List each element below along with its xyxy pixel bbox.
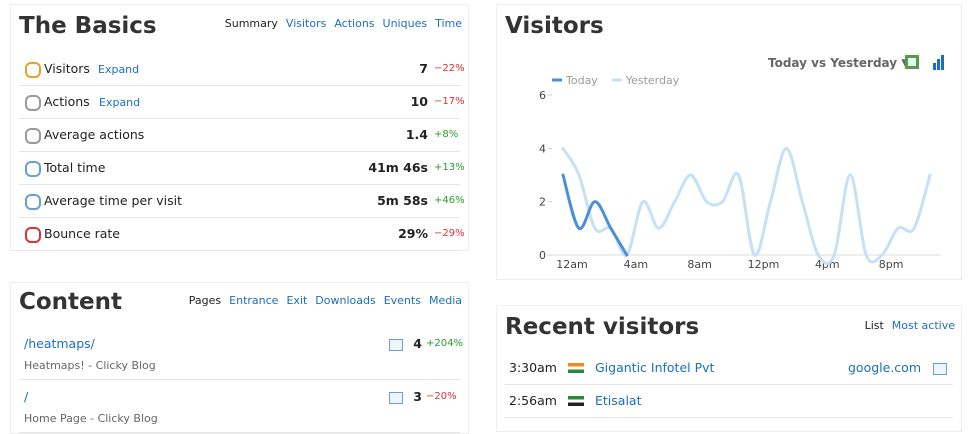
tab[interactable]: Visitors <box>285 17 327 30</box>
tab[interactable]: Most active <box>891 319 955 332</box>
tabs: Summary Visitors Actions Uniques Time <box>217 17 462 30</box>
tab[interactable]: Entrance <box>229 294 279 307</box>
tabs: Pages Entrance Exit Downloads Events Media <box>181 294 462 307</box>
change: −20% <box>426 391 457 402</box>
value: 10 <box>410 94 428 109</box>
bar-icon <box>937 59 940 70</box>
tab[interactable]: Actions <box>334 17 375 30</box>
content-row: / Home Page - Clicky Blog 3 −20% <box>19 379 460 433</box>
x-tick-label: 12am <box>556 258 587 271</box>
time: 3:30am <box>509 360 557 375</box>
referrer[interactable]: google.com <box>848 360 921 375</box>
page-link[interactable]: / <box>24 389 29 404</box>
change: +46% <box>434 195 465 206</box>
x-tick-label: 4am <box>624 258 648 271</box>
panel-title: Content <box>19 289 123 315</box>
popout-icon[interactable] <box>933 363 947 375</box>
icon <box>25 95 41 111</box>
y-tick-label: 0 <box>539 249 546 262</box>
tab[interactable]: Pages <box>188 294 222 307</box>
tab[interactable]: Exit <box>286 294 308 307</box>
time: 2:56am <box>509 393 557 408</box>
panel-title: Visitors <box>505 13 604 39</box>
label: Visitors <box>44 61 90 76</box>
tab[interactable]: Summary <box>224 17 278 30</box>
x-tick-label: 8am <box>687 258 711 271</box>
popout-icon[interactable] <box>389 339 403 351</box>
x-tick-label: 8pm <box>879 258 904 271</box>
change: +204% <box>426 338 463 349</box>
tab[interactable]: Time <box>435 17 462 30</box>
change: −17% <box>434 96 465 107</box>
tab[interactable]: List <box>864 319 884 332</box>
visitor-row: 3:30am Gigantic Infotel Pvt google.com <box>505 351 953 385</box>
change: −29% <box>434 228 465 239</box>
label: Average time per visit <box>44 193 183 208</box>
compare-dropdown[interactable]: Today vs Yesterday ▼ <box>768 56 911 70</box>
icon <box>25 194 41 210</box>
series-line <box>561 173 629 257</box>
content-row: /heatmaps/Heatmaps! - Clicky Blog 4 +204% <box>19 326 463 380</box>
expand-link[interactable]: Expand <box>99 96 141 109</box>
tab[interactable]: Media <box>428 294 462 307</box>
value: 29% <box>398 226 428 241</box>
label: Average actions <box>44 127 145 142</box>
label: Bounce rate <box>44 226 120 241</box>
value: 7 <box>419 61 428 76</box>
page-title: Home Page - Clicky Blog <box>24 412 158 425</box>
icon <box>25 227 41 243</box>
y-tick-label: 4 <box>539 142 546 155</box>
chart-icons <box>905 55 944 70</box>
recent-panel: Recent visitors List Most active 3:30am Gi… <box>496 305 962 432</box>
tab[interactable]: Events <box>383 294 421 307</box>
visitor-name[interactable]: Etisalat <box>595 393 642 408</box>
icon <box>25 62 41 78</box>
legend-label: Today <box>565 74 598 87</box>
icon <box>25 161 41 177</box>
visitor-name[interactable]: Gigantic Infotel Pvt <box>595 360 715 375</box>
value: 3 <box>413 389 422 404</box>
popout-icon[interactable] <box>389 392 403 404</box>
stat-row: Actions Expand 10 −17% <box>19 85 465 119</box>
basics-panel: The Basics Summary Visitors Actions Uniques… <box>10 4 469 251</box>
tab[interactable]: Uniques <box>382 17 428 30</box>
flag <box>568 363 584 373</box>
change: +13% <box>434 162 465 173</box>
bar-icon[interactable] <box>933 63 936 70</box>
visitors-panel: Visitors Today vs Yesterday ▼ <box>496 4 962 280</box>
content-panel: Content Pages Entrance Exit Downloads Events… <box>10 282 469 434</box>
value: 41m 46s <box>368 160 428 175</box>
value: 4 <box>413 336 422 351</box>
expand-link[interactable]: Expand <box>98 63 140 76</box>
legend-label: Yesterday <box>625 74 680 87</box>
flag <box>568 396 584 406</box>
stat-row: Average time per visit 5m 58s +46% <box>19 184 465 218</box>
stat-row: Bounce rate 29% −29% <box>19 217 465 251</box>
visitor-row: 2:56am Etisalat <box>505 384 953 418</box>
series-line <box>561 146 932 265</box>
icon <box>25 128 41 144</box>
stat-row: Visitors Expand 7 −22% <box>19 52 465 86</box>
export-icon-inner <box>908 58 916 66</box>
change: −22% <box>434 63 465 74</box>
bar-icon <box>941 55 944 70</box>
x-tick-label: 12pm <box>748 258 780 271</box>
panel-title: The Basics <box>19 13 157 39</box>
y-tick-label: 2 <box>539 196 546 209</box>
panel-title: Recent visitors <box>505 314 700 340</box>
label: Actions <box>44 94 90 109</box>
tab[interactable]: Downloads <box>315 294 376 307</box>
page-title: Heatmaps! - Clicky Blog <box>24 359 156 372</box>
tabs: List Most active <box>857 319 955 332</box>
page-link[interactable]: /heatmaps/ <box>24 336 95 351</box>
stat-row: Average actions 1.4 +8% <box>19 118 460 152</box>
y-tick-label: 6 <box>539 89 546 102</box>
value: 5m 58s <box>377 193 428 208</box>
value: 1.4 <box>405 127 428 142</box>
stat-row: Total time 41m 46s +13% <box>19 151 465 185</box>
change: +8% <box>434 129 459 140</box>
label: Total time <box>44 160 106 175</box>
